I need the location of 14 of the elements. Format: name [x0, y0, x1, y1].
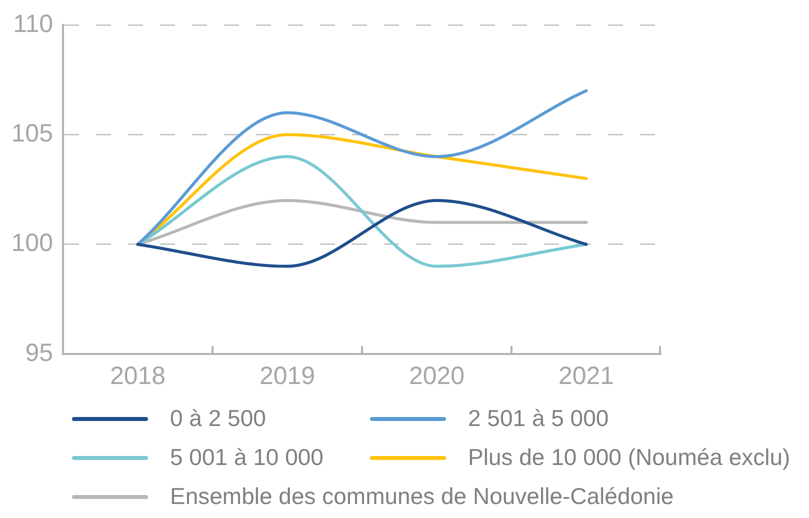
- y-tick-label: 105: [11, 120, 53, 148]
- x-tick-label: 2018: [110, 362, 166, 390]
- y-tick-label: 100: [11, 229, 53, 258]
- x-tick-label: 2020: [408, 362, 465, 390]
- y-tick-label: 95: [25, 338, 53, 367]
- legend-label: Ensemble des communes de Nouvelle-Calédonie: [170, 483, 674, 510]
- legend-label: 0 à 2 500: [170, 405, 266, 432]
- line-series: [136, 89, 588, 246]
- legend-label: 5 001 à 10 000: [170, 444, 324, 471]
- y-tick-label: 110: [13, 10, 53, 38]
- legend-label: Plus de 10 000 (Nouméa exclu): [468, 444, 790, 471]
- x-tick-label: 2019: [259, 362, 316, 390]
- legend-label: 2 501 à 5 000: [468, 405, 609, 432]
- x-tick-label: 2021: [558, 362, 614, 390]
